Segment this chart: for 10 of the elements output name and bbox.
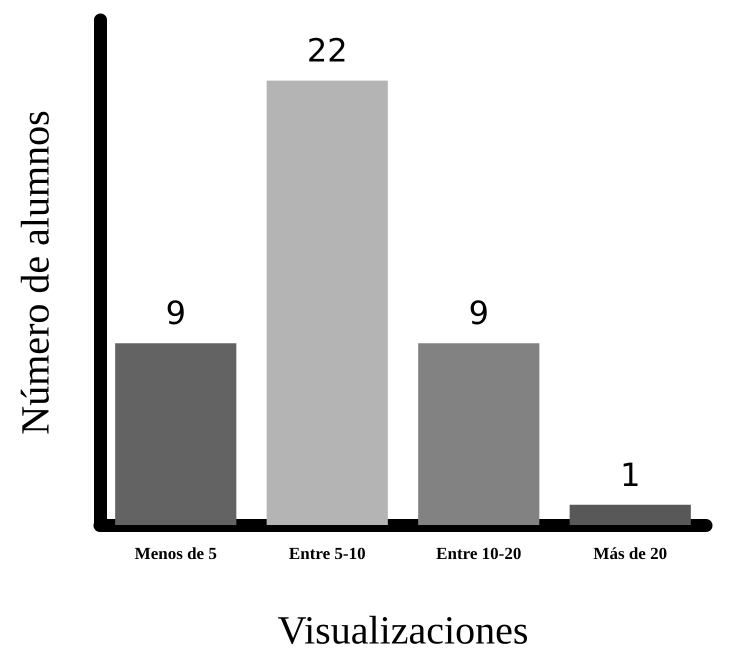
data-label: 9 — [468, 294, 489, 332]
data-label: 9 — [166, 294, 186, 332]
y-axis-title: Número de alumnos — [12, 110, 58, 435]
x-tick-label: Menos de 5 — [134, 544, 217, 563]
x-tick-label: Entre 10-20 — [436, 544, 522, 563]
data-label: 22 — [306, 32, 348, 70]
x-axis-title: Visualizaciones — [278, 608, 528, 652]
x-tick-label: Más de 20 — [593, 544, 668, 563]
x-tick-label: Entre 5-10 — [288, 544, 366, 563]
data-label: 1 — [620, 456, 640, 494]
